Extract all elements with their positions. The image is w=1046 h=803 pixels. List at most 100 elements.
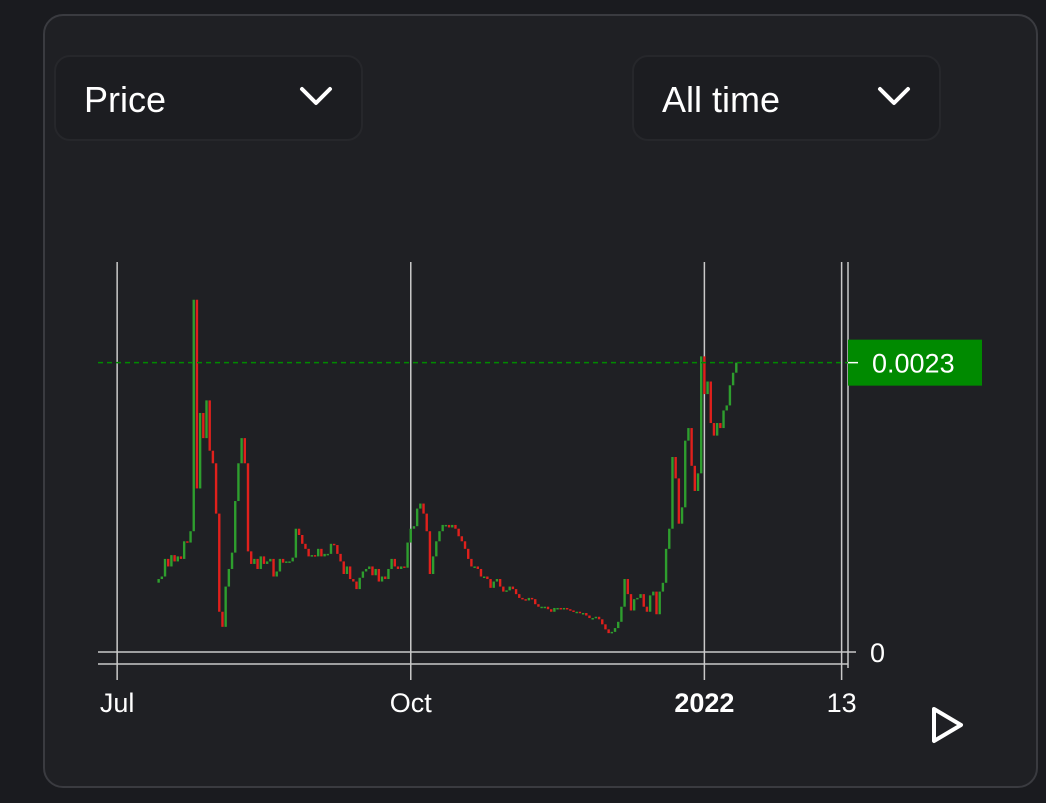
x-tick-label: 13 bbox=[827, 688, 857, 718]
candle bbox=[661, 582, 665, 592]
candle bbox=[454, 524, 457, 529]
candle bbox=[275, 571, 278, 577]
candle bbox=[214, 463, 218, 514]
candle bbox=[623, 579, 626, 607]
candle bbox=[626, 579, 629, 595]
chevron-down-icon bbox=[878, 87, 910, 105]
candle bbox=[249, 551, 253, 564]
x-tick-label: Oct bbox=[390, 688, 433, 718]
candle bbox=[246, 463, 250, 552]
metric-dropdown[interactable]: Price bbox=[54, 55, 363, 141]
candle bbox=[722, 410, 725, 429]
candle bbox=[620, 606, 623, 622]
candle bbox=[288, 561, 291, 563]
candle bbox=[329, 543, 333, 554]
candle bbox=[629, 594, 633, 611]
candle bbox=[591, 618, 594, 620]
candle bbox=[447, 524, 451, 528]
candle bbox=[348, 566, 352, 580]
candle bbox=[514, 589, 518, 595]
candle bbox=[374, 568, 377, 576]
candle bbox=[473, 566, 476, 568]
candle bbox=[572, 610, 575, 612]
candle bbox=[320, 548, 323, 557]
candle bbox=[243, 438, 247, 464]
metric-dropdown-label: Price bbox=[84, 79, 167, 120]
candle bbox=[636, 597, 639, 600]
candle bbox=[486, 576, 489, 580]
candle bbox=[610, 631, 614, 634]
candle bbox=[380, 576, 384, 582]
candle bbox=[195, 299, 199, 489]
candle bbox=[511, 586, 515, 590]
candle bbox=[208, 400, 211, 451]
candle bbox=[310, 555, 314, 557]
candle bbox=[601, 619, 604, 625]
candle bbox=[265, 561, 269, 564]
candle bbox=[706, 381, 709, 395]
candle bbox=[304, 543, 307, 549]
candle bbox=[425, 513, 428, 532]
candle bbox=[218, 513, 221, 612]
candle bbox=[693, 465, 697, 491]
candle bbox=[336, 545, 339, 554]
candle bbox=[617, 621, 620, 629]
candle bbox=[668, 528, 671, 549]
candle bbox=[163, 558, 167, 577]
candle bbox=[441, 524, 444, 532]
candle bbox=[393, 558, 397, 567]
candle bbox=[323, 553, 326, 557]
candle bbox=[377, 568, 381, 582]
candle bbox=[537, 604, 540, 607]
candle bbox=[632, 599, 636, 611]
candle bbox=[546, 606, 550, 610]
current-price-label-bg bbox=[848, 339, 982, 386]
candle bbox=[696, 473, 700, 491]
candle bbox=[240, 438, 243, 464]
candle bbox=[396, 566, 400, 569]
candle bbox=[332, 543, 336, 546]
candle bbox=[508, 586, 511, 591]
candle bbox=[709, 381, 712, 424]
candle bbox=[272, 558, 275, 577]
candle bbox=[569, 609, 572, 611]
candle bbox=[326, 553, 329, 556]
candle bbox=[278, 558, 282, 572]
candle bbox=[524, 599, 527, 601]
candle bbox=[540, 606, 543, 609]
candle bbox=[355, 581, 358, 590]
candle bbox=[562, 607, 566, 610]
candle bbox=[578, 611, 582, 614]
candle bbox=[585, 613, 588, 616]
candle bbox=[498, 579, 502, 587]
y-tick-label: 0 bbox=[870, 638, 885, 668]
candle bbox=[438, 531, 441, 542]
candle bbox=[259, 556, 262, 569]
candle bbox=[237, 463, 240, 502]
time-range-dropdown[interactable]: All time bbox=[632, 55, 941, 141]
candle bbox=[160, 576, 164, 580]
candle bbox=[565, 607, 569, 610]
candle bbox=[428, 531, 432, 574]
play-icon[interactable] bbox=[930, 706, 966, 744]
candle bbox=[645, 606, 649, 612]
candle bbox=[422, 503, 425, 514]
candle bbox=[674, 457, 677, 479]
candle bbox=[435, 541, 438, 557]
candle bbox=[256, 558, 259, 569]
candle bbox=[317, 548, 320, 557]
candle bbox=[671, 457, 674, 529]
candle bbox=[364, 568, 368, 572]
candle bbox=[307, 548, 310, 557]
candle bbox=[412, 526, 416, 529]
candle bbox=[534, 599, 537, 605]
candle bbox=[451, 524, 454, 528]
candle bbox=[285, 561, 288, 563]
candle bbox=[186, 541, 189, 543]
candle bbox=[281, 558, 285, 563]
candle bbox=[489, 579, 492, 588]
candle bbox=[202, 412, 205, 439]
candle bbox=[230, 552, 234, 569]
candle bbox=[221, 611, 224, 627]
